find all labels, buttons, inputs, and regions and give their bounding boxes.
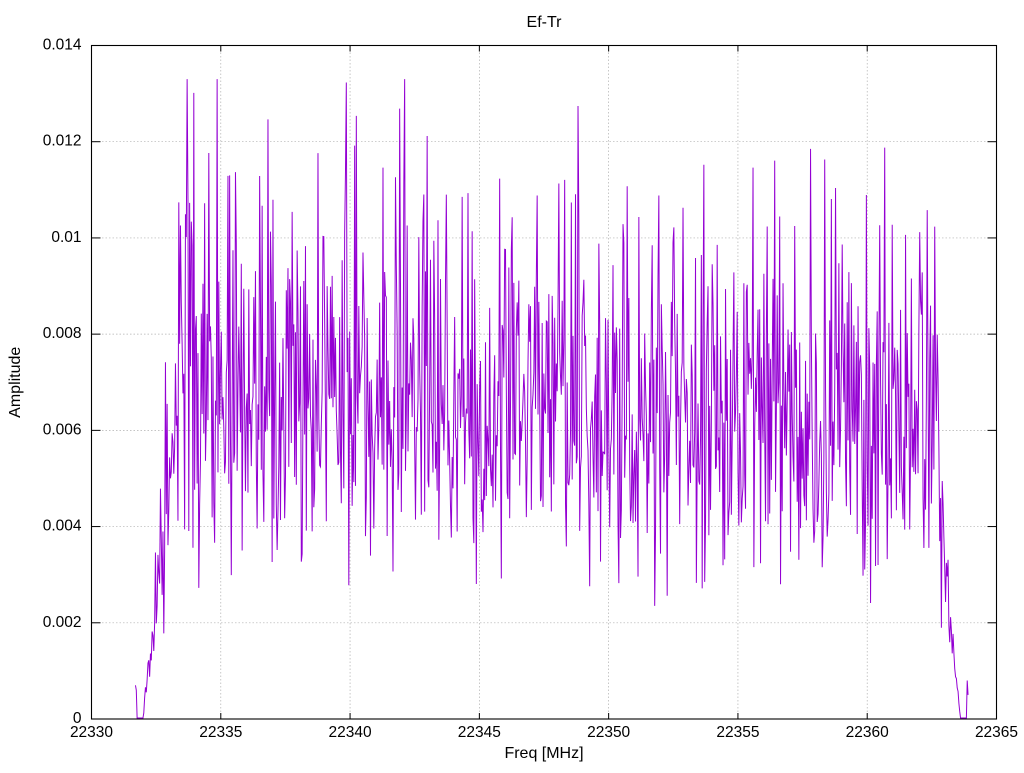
svg-text:0.01: 0.01 [51, 229, 81, 246]
svg-text:0.012: 0.012 [43, 133, 82, 150]
svg-text:22345: 22345 [458, 724, 501, 741]
svg-text:22365: 22365 [975, 724, 1018, 741]
svg-text:0.006: 0.006 [43, 421, 82, 438]
svg-text:22340: 22340 [329, 724, 372, 741]
svg-text:Freq [MHz]: Freq [MHz] [504, 745, 583, 762]
svg-text:Ef-Tr: Ef-Tr [527, 14, 563, 31]
svg-text:0.004: 0.004 [43, 518, 82, 535]
svg-text:22360: 22360 [846, 724, 889, 741]
svg-text:0.008: 0.008 [43, 325, 82, 342]
svg-text:22355: 22355 [716, 724, 759, 741]
svg-text:0.014: 0.014 [43, 37, 82, 54]
svg-text:22350: 22350 [587, 724, 630, 741]
svg-text:0.002: 0.002 [43, 614, 82, 631]
svg-text:Amplitude: Amplitude [7, 347, 24, 418]
svg-text:0: 0 [73, 710, 82, 727]
svg-text:22335: 22335 [199, 724, 242, 741]
